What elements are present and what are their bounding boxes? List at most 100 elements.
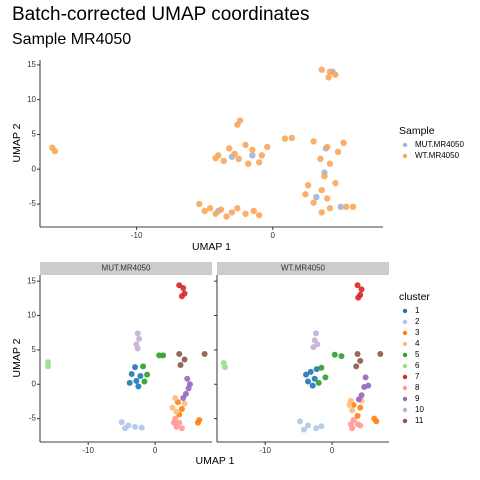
point	[354, 351, 361, 358]
point	[310, 138, 317, 145]
x-tick-label: 0	[271, 231, 276, 240]
point	[180, 395, 187, 402]
point	[173, 408, 180, 415]
point	[128, 370, 135, 377]
x-tick-label: 0	[330, 446, 335, 455]
point	[169, 404, 176, 411]
point	[51, 147, 59, 155]
legend-swatch	[402, 374, 408, 380]
legend-label: 9	[415, 394, 420, 403]
point	[258, 152, 266, 159]
point	[255, 211, 263, 219]
point	[323, 143, 331, 151]
point	[132, 423, 139, 430]
point	[234, 121, 241, 128]
point	[201, 207, 208, 215]
point	[323, 195, 331, 202]
point	[118, 419, 125, 426]
point	[346, 401, 353, 408]
point	[357, 404, 364, 411]
point	[362, 374, 369, 381]
legend-label: 11	[415, 416, 424, 425]
legend-label: 1	[415, 306, 420, 315]
point	[326, 68, 334, 76]
y-tick-label: 10	[27, 311, 36, 320]
point	[354, 282, 361, 289]
legend-title: cluster	[399, 291, 430, 303]
point	[318, 186, 325, 194]
point	[178, 406, 185, 413]
x-tick-label: -10	[131, 231, 143, 240]
point	[357, 357, 364, 364]
x-axis-title: UMAP 1	[196, 455, 235, 467]
point	[337, 203, 345, 211]
point	[349, 407, 356, 414]
legend-label: 3	[415, 328, 420, 337]
x-tick-label: -10	[259, 446, 271, 455]
legend-swatch	[402, 142, 408, 148]
point	[301, 426, 308, 433]
x-tick-label: 0	[153, 446, 158, 455]
point	[313, 366, 320, 373]
facet-strip	[40, 262, 212, 275]
y-tick-label: 15	[27, 276, 36, 285]
point	[242, 141, 249, 149]
point	[121, 425, 128, 432]
point	[305, 422, 312, 429]
point	[318, 209, 325, 216]
point	[296, 418, 303, 425]
point	[184, 375, 191, 382]
legend-label: WT.MR4050	[415, 151, 460, 160]
chart-subtitle: Sample MR4050	[12, 31, 131, 48]
y-tick-label: 0	[32, 379, 37, 388]
legend-label: 4	[415, 339, 420, 348]
point	[310, 199, 317, 206]
point	[245, 160, 252, 167]
facet-strip	[217, 262, 389, 275]
point	[250, 207, 257, 215]
point	[201, 351, 208, 358]
point	[318, 364, 325, 371]
legend-swatch	[402, 385, 408, 391]
point	[338, 353, 345, 360]
point	[310, 344, 317, 351]
point	[135, 383, 142, 390]
point	[355, 396, 362, 403]
legend-swatch	[402, 330, 408, 336]
legend-swatch	[402, 363, 408, 369]
point	[231, 150, 238, 158]
point	[178, 293, 185, 300]
point	[134, 330, 141, 337]
point	[365, 382, 372, 389]
point	[377, 351, 384, 358]
point	[321, 173, 328, 180]
point	[313, 425, 320, 432]
y-tick-label: 5	[32, 130, 37, 139]
point	[181, 400, 188, 407]
point	[220, 157, 227, 165]
legend-label: 6	[415, 361, 420, 370]
y-axis-title: UMAP 2	[11, 123, 23, 162]
legend-label: 10	[415, 405, 424, 414]
point	[217, 206, 225, 213]
legend-label: MUT.MR4050	[415, 140, 464, 149]
point	[242, 210, 249, 217]
point	[249, 152, 256, 159]
point	[160, 352, 167, 359]
point	[334, 148, 342, 156]
y-tick-label: 5	[32, 345, 37, 354]
y-tick-label: -5	[29, 199, 37, 208]
point	[305, 378, 312, 385]
facet-label: MUT.MR4050	[102, 264, 151, 273]
legend-swatch	[402, 341, 408, 347]
point	[177, 362, 184, 369]
point	[371, 415, 378, 422]
chart-title: Batch-corrected UMAP coordinates	[12, 4, 309, 25]
point	[303, 371, 310, 378]
point	[186, 381, 193, 388]
point	[332, 179, 339, 187]
point	[45, 363, 52, 370]
point	[332, 71, 339, 78]
point	[212, 210, 219, 217]
legend-label: 2	[415, 317, 420, 326]
